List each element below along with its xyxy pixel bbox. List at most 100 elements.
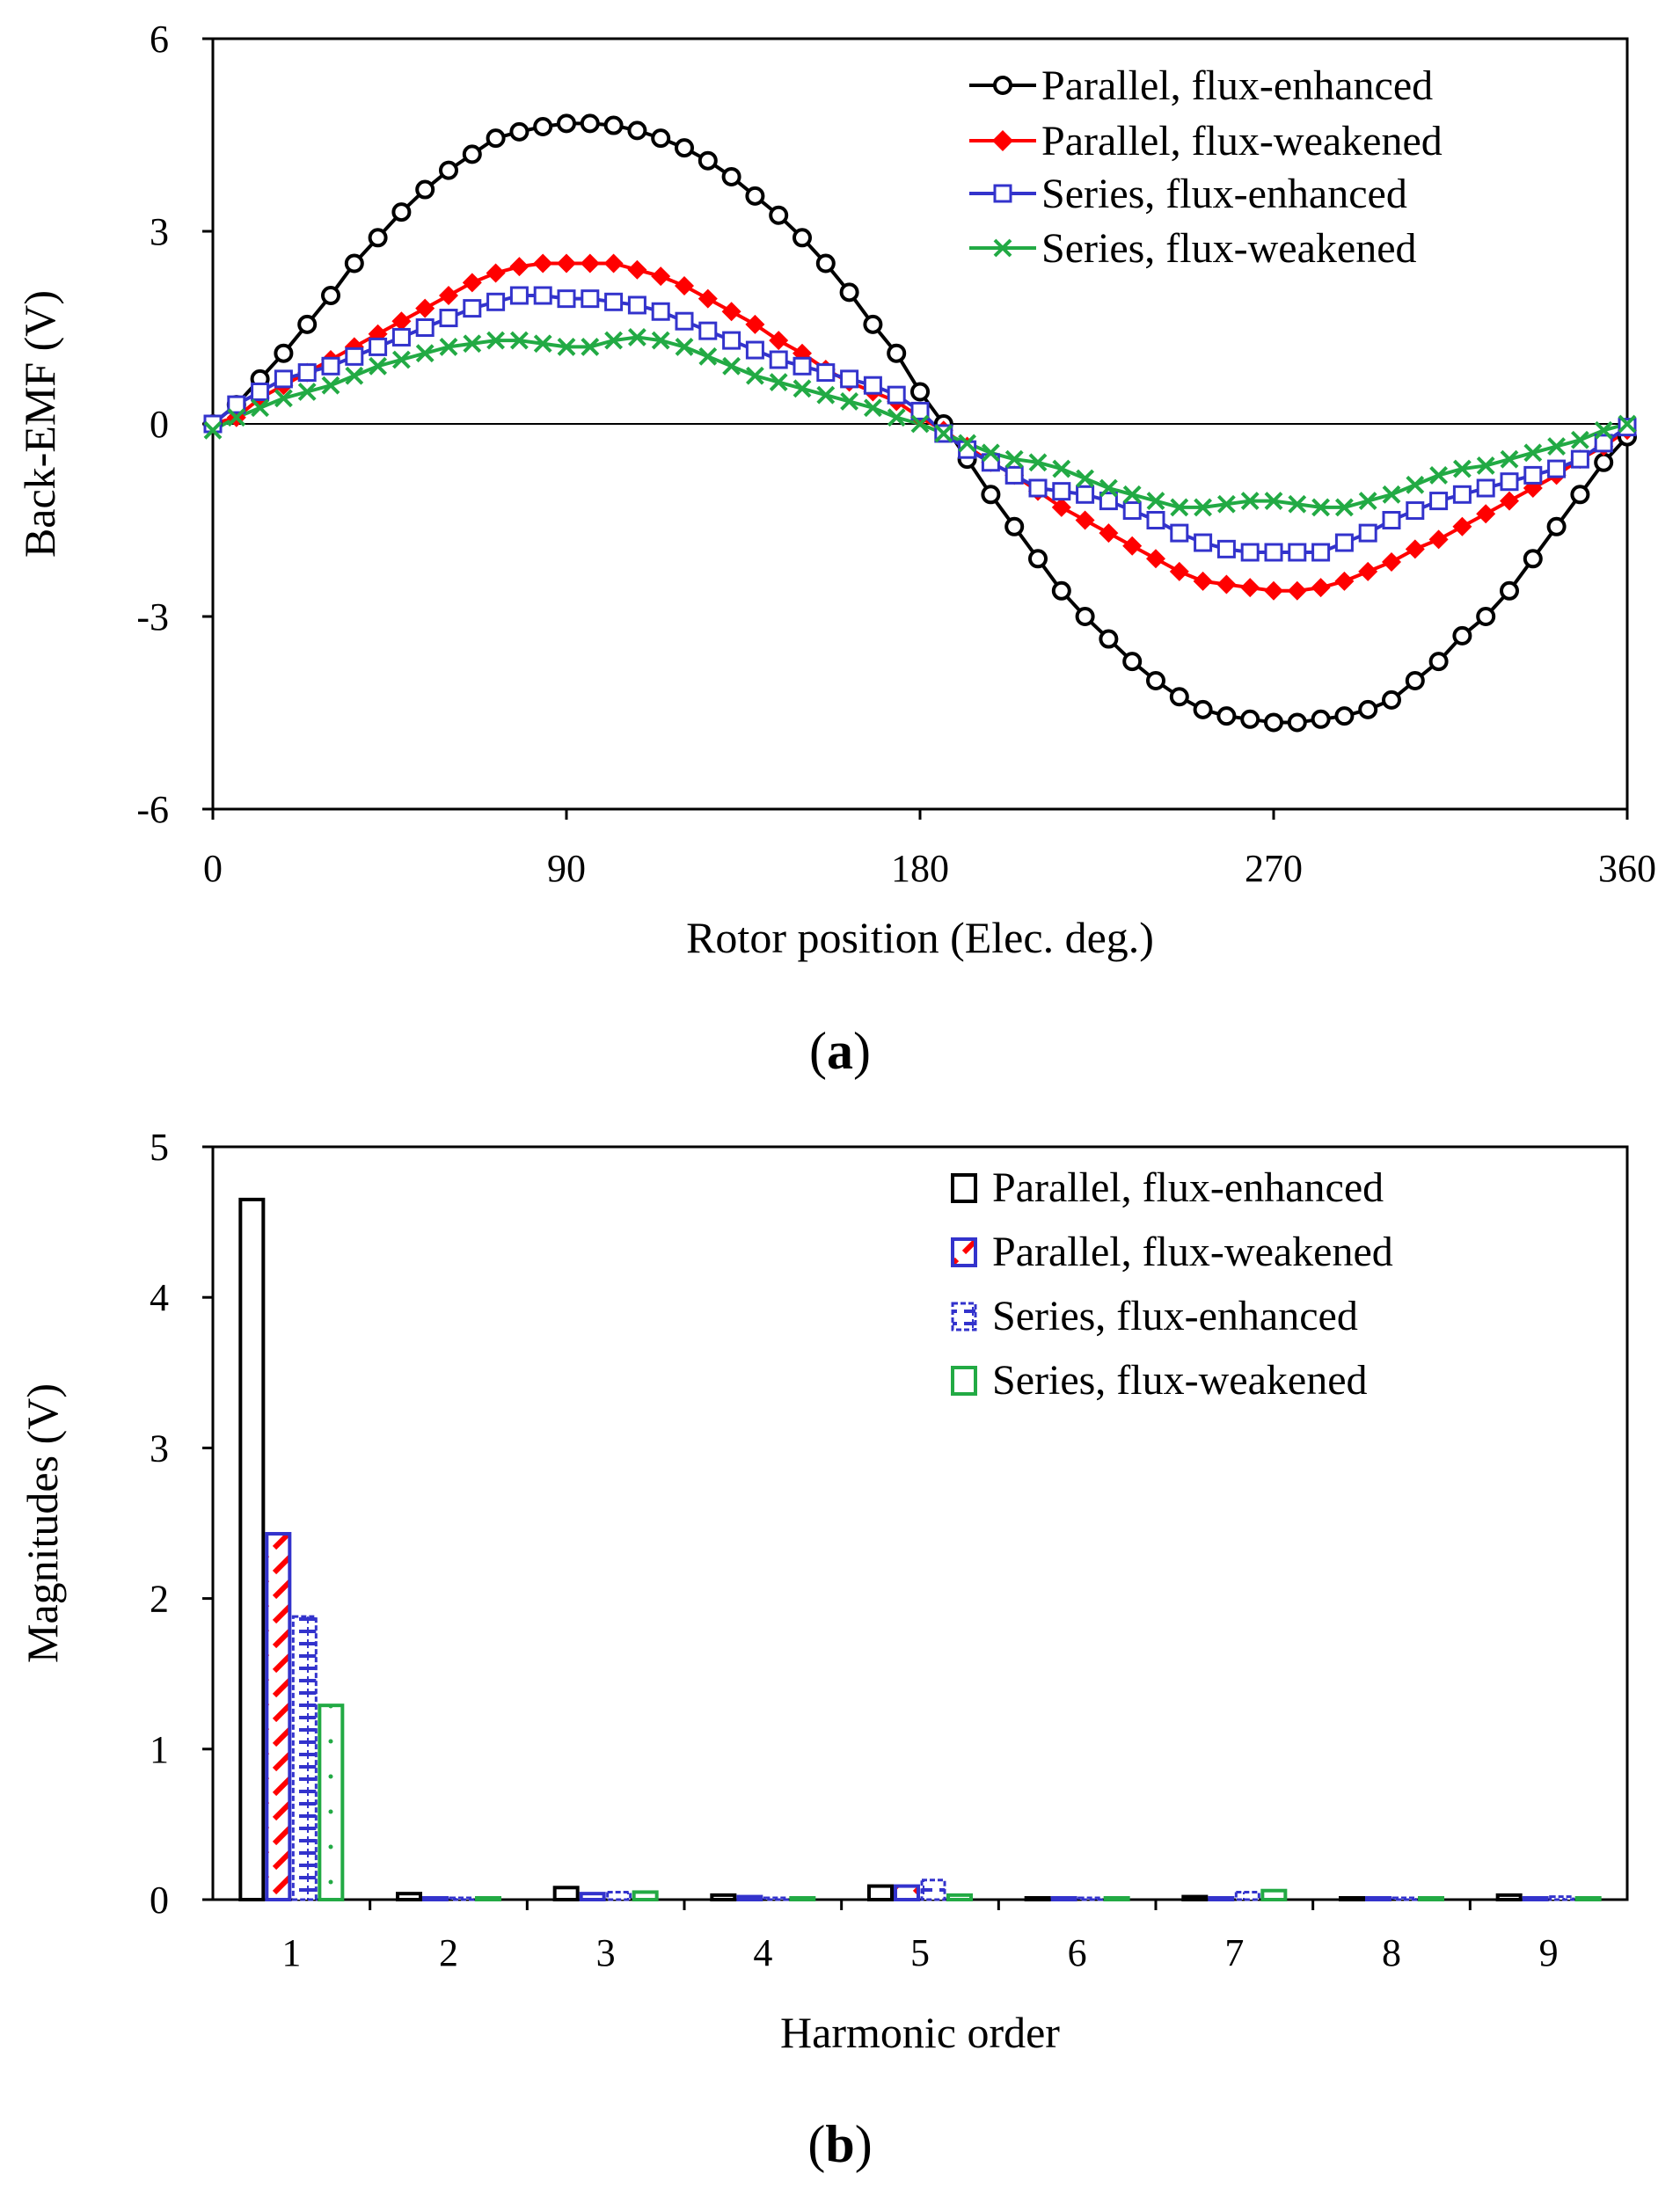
legend-label: Parallel, flux-weakened xyxy=(992,1229,1393,1275)
data-point-s3-51 xyxy=(1406,475,1425,494)
data-point-s3-2 xyxy=(251,398,270,418)
data-point-s0-38 xyxy=(1099,629,1119,649)
data-point-s2-58 xyxy=(1570,449,1589,469)
data-point-s0-23 xyxy=(745,186,765,206)
data-point-s3-58 xyxy=(1570,430,1589,449)
x-tick-label: 9 xyxy=(1539,1931,1559,1974)
data-point-s3-43 xyxy=(1216,494,1236,514)
data-point-s0-21 xyxy=(698,150,718,171)
data-point-s3-40 xyxy=(1146,492,1165,511)
data-point-s2-36 xyxy=(1052,482,1071,501)
data-point-s3-4 xyxy=(297,383,317,401)
data-point-s2-48 xyxy=(1334,533,1354,552)
data-point-s0-39 xyxy=(1122,652,1143,672)
data-point-s2-8 xyxy=(391,327,411,347)
data-point-s3-38 xyxy=(1099,478,1118,498)
legend-item-series-flux-weakened[interactable]: Series, flux-weakened xyxy=(951,1357,1368,1404)
data-point-s1-42 xyxy=(1193,571,1213,591)
data-point-s1-55 xyxy=(1500,491,1519,511)
y-axis-title: Magnitudes (V) xyxy=(18,1383,67,1663)
bar-s0-h4 xyxy=(710,1893,737,1902)
panel-letter-b: b xyxy=(825,2115,854,2173)
data-point-s2-6 xyxy=(345,347,364,366)
bar-s1-h4 xyxy=(736,1894,763,1901)
legend-item-parallel-flux-enhanced[interactable]: Parallel, flux-enhanced xyxy=(969,62,1433,109)
data-point-s2-17 xyxy=(604,292,624,311)
data-point-s0-19 xyxy=(651,128,671,149)
data-point-s0-45 xyxy=(1264,712,1283,733)
data-point-s0-56 xyxy=(1523,549,1543,569)
data-point-s1-22 xyxy=(721,302,741,322)
data-point-s0-10 xyxy=(439,160,458,180)
data-point-s3-9 xyxy=(415,344,435,363)
data-point-s3-12 xyxy=(486,331,506,350)
bar-s3-h6 xyxy=(1103,1896,1130,1901)
x-tick-label: 3 xyxy=(596,1931,616,1974)
x-tick-label: 90 xyxy=(547,847,586,890)
data-point-s2-47 xyxy=(1311,543,1331,562)
data-point-s2-20 xyxy=(675,311,694,331)
data-point-s0-29 xyxy=(887,343,907,363)
data-point-s3-48 xyxy=(1334,498,1354,517)
data-point-s2-2 xyxy=(251,383,270,401)
data-point-s2-59 xyxy=(1594,434,1613,453)
data-point-s1-53 xyxy=(1452,516,1472,536)
data-point-s2-50 xyxy=(1382,511,1401,529)
bar-s3-h4 xyxy=(789,1896,816,1901)
data-point-s2-18 xyxy=(627,295,646,315)
data-point-s0-14 xyxy=(533,117,553,137)
legend-item-series-flux-enhanced[interactable]: Series, flux-enhanced xyxy=(969,171,1407,217)
data-point-s0-58 xyxy=(1570,485,1590,505)
data-point-s0-41 xyxy=(1169,687,1189,707)
data-point-s1-41 xyxy=(1169,561,1189,581)
data-point-s0-47 xyxy=(1311,709,1331,729)
legend-item-series-flux-weakened[interactable]: Series, flux-weakened xyxy=(969,225,1417,272)
data-point-s1-9 xyxy=(415,298,435,318)
harmonic-bar-chart: 0 1 2 3 4 5 1 2 3 4 5 6 7 8 9 Magnitudes (V) Harmonic … xyxy=(18,1126,1629,2173)
data-point-s1-49 xyxy=(1358,561,1378,581)
data-point-s0-46 xyxy=(1287,712,1307,733)
data-point-s3-19 xyxy=(651,331,670,350)
bar-s0-h8 xyxy=(1339,1896,1365,1901)
data-point-s2-51 xyxy=(1406,501,1425,521)
data-point-s2-23 xyxy=(745,340,764,360)
data-point-s0-11 xyxy=(462,144,482,164)
legend-item-parallel-flux-weakened[interactable]: Parallel, flux-weakened xyxy=(969,118,1443,164)
data-point-s2-19 xyxy=(651,302,670,321)
data-point-s0-20 xyxy=(675,138,694,158)
y-tick-label: 3 xyxy=(150,1426,169,1470)
data-point-s0-3 xyxy=(274,343,294,363)
bar-s1-h2 xyxy=(422,1896,449,1901)
data-point-s2-11 xyxy=(463,299,482,318)
data-point-s0-53 xyxy=(1452,625,1472,646)
data-point-s0-28 xyxy=(863,314,883,334)
data-point-s0-6 xyxy=(344,253,364,274)
data-point-s0-18 xyxy=(627,120,647,141)
data-point-s3-29 xyxy=(887,408,906,427)
data-point-s0-26 xyxy=(815,253,836,274)
data-point-s0-54 xyxy=(1476,607,1496,626)
bar-s2-h2 xyxy=(449,1896,475,1901)
data-point-s2-28 xyxy=(863,376,882,395)
legend-item-series-flux-enhanced[interactable]: Series, flux-enhanced xyxy=(951,1293,1358,1339)
data-point-s3-27 xyxy=(840,392,859,411)
data-point-s0-50 xyxy=(1382,689,1401,710)
bar-s3-h7 xyxy=(1260,1888,1288,1902)
data-point-s3-56 xyxy=(1523,443,1543,463)
bar-s2-h9 xyxy=(1549,1895,1575,1901)
bar-s2-h8 xyxy=(1391,1896,1418,1901)
data-point-s2-30 xyxy=(910,401,930,420)
data-point-s3-6 xyxy=(345,366,364,385)
data-point-s0-13 xyxy=(509,121,530,142)
data-point-s1-17 xyxy=(603,253,624,274)
data-point-s3-60 xyxy=(1618,414,1637,434)
legend-item-parallel-flux-enhanced[interactable]: Parallel, flux-enhanced xyxy=(951,1164,1384,1211)
legend-item-parallel-flux-weakened[interactable]: Parallel, flux-weakened xyxy=(951,1229,1393,1275)
data-point-s2-54 xyxy=(1476,478,1495,498)
x-tick-label: 4 xyxy=(753,1931,772,1974)
data-point-s0-4 xyxy=(297,314,318,334)
y-tick-label: 0 xyxy=(150,1879,169,1922)
data-point-s2-40 xyxy=(1146,511,1165,529)
data-point-s2-22 xyxy=(722,331,741,350)
